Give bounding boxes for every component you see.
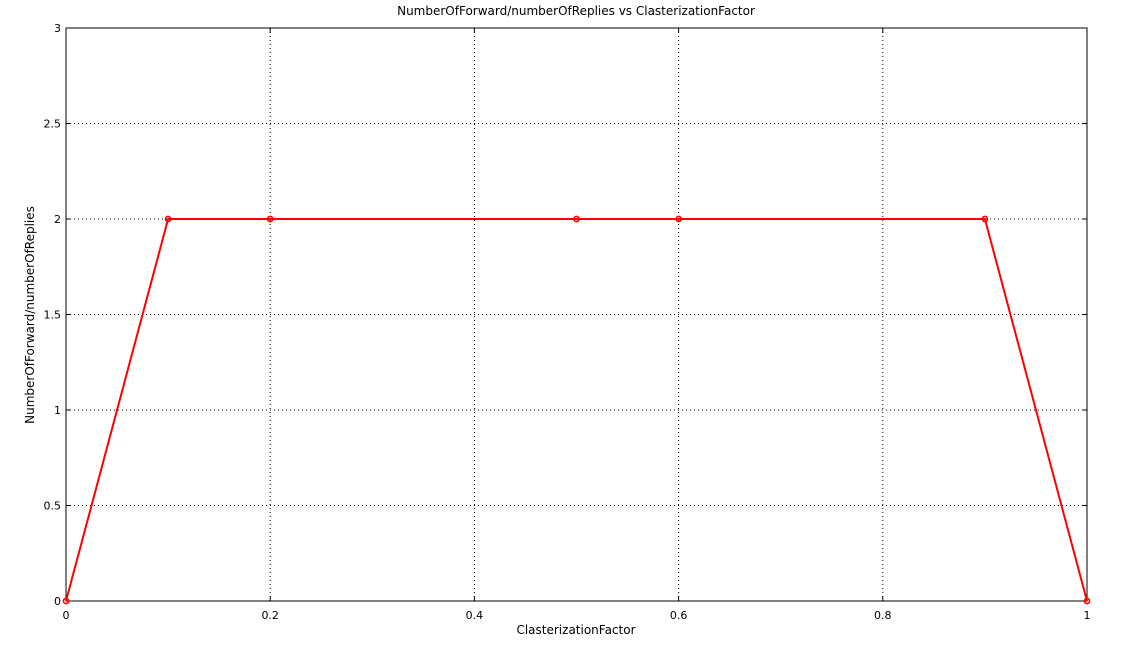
- series-line-0: [65, 218, 1088, 602]
- data-point-1: [164, 215, 172, 223]
- y-tick-label-0: 0: [54, 595, 61, 608]
- data-point-6: [1083, 597, 1091, 605]
- y-tick-label-3: 1.5: [44, 309, 62, 322]
- series: [62, 215, 1091, 605]
- x-tick-label-0: 0: [63, 609, 70, 622]
- y-tick-label-4: 2: [54, 213, 61, 226]
- x-tick-label-5: 1: [1084, 609, 1091, 622]
- plot-frame: [65, 27, 1088, 602]
- y-tick-label-2: 1: [54, 404, 61, 417]
- chart-title: NumberOfForward/numberOfReplies vs Clast…: [397, 4, 755, 18]
- data-point-5: [981, 215, 989, 223]
- x-tick-label-3: 0.6: [670, 609, 688, 622]
- y-tick-label-6: 3: [54, 22, 61, 35]
- ticks: 0 0.2 0.4 0.6 0.8 1 0 0.5 1 1.5 2 2.5 3: [44, 22, 1091, 622]
- data-point-3: [573, 215, 580, 223]
- y-tick-label-1: 0.5: [44, 500, 62, 513]
- x-tick-label-4: 0.8: [874, 609, 892, 622]
- y-tick-label-5: 2.5: [44, 118, 62, 131]
- x-tick-label-1: 0.2: [261, 609, 279, 622]
- x-axis-label: ClasterizationFactor: [516, 623, 635, 637]
- x-tick-label-2: 0.4: [466, 609, 484, 622]
- grid: [66, 28, 1087, 601]
- data-point-2: [266, 215, 274, 223]
- y-axis-label: NumberOfForward/numberOfReplies: [23, 206, 37, 424]
- data-point-4: [675, 215, 682, 223]
- data-point-0: [62, 597, 70, 605]
